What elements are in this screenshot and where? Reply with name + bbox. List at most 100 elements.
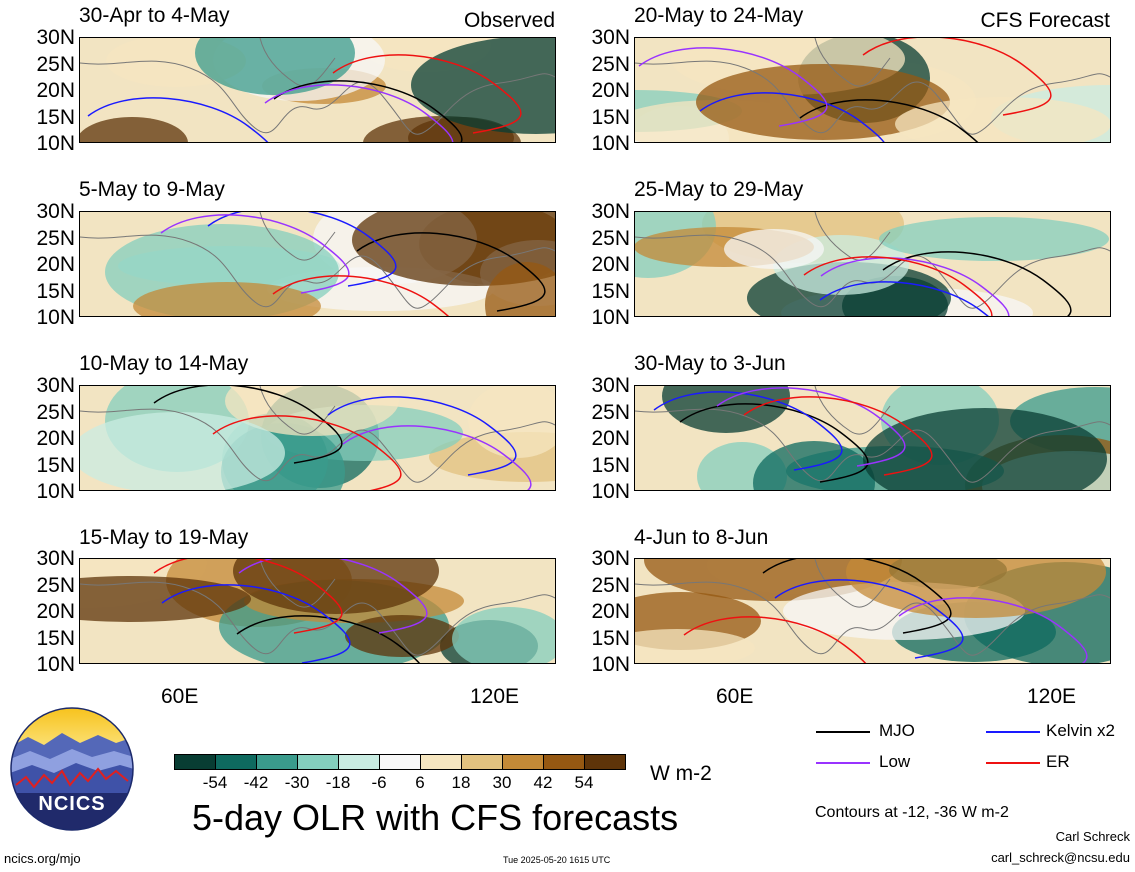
lat-label: 30N	[591, 374, 630, 397]
lat-label: 20N	[36, 79, 75, 102]
ncics-logo: NCICS	[10, 707, 134, 831]
lon-label-120e-right: 120E	[1027, 685, 1077, 708]
panel-title: 30-Apr to 4-May	[79, 4, 230, 27]
colorbar-tick-label: -6	[371, 773, 387, 792]
lat-label: 20N	[591, 600, 630, 623]
lat-label: 30N	[591, 26, 630, 49]
observed-tag: Observed	[463, 9, 555, 32]
lat-label: 20N	[36, 427, 75, 450]
olr-map-panel	[79, 385, 556, 491]
lat-label: 15N	[36, 453, 75, 477]
lat-label: 15N	[36, 279, 75, 303]
panel-title: 10-May to 14-May	[79, 352, 249, 375]
lat-label: 15N	[36, 626, 75, 650]
legend-label-er: ER	[1046, 752, 1070, 771]
lat-label: 30N	[36, 26, 75, 49]
panel-title: 20-May to 24-May	[634, 4, 804, 27]
colorbar-segment	[215, 754, 257, 770]
colorbar-segment	[543, 754, 585, 770]
lat-label: 15N	[591, 626, 630, 650]
colorbar-tick-label: -42	[243, 773, 269, 792]
footer-timestamp: Tue 2025-05-20 1615 UTC	[503, 855, 611, 865]
panel-title: 30-May to 3-Jun	[634, 352, 786, 375]
colorbar-tick-label: 54	[574, 773, 594, 792]
lat-label: 25N	[36, 226, 75, 250]
colorbar-segment	[174, 754, 216, 770]
lat-label: 20N	[36, 600, 75, 623]
colorbar-segment	[338, 754, 380, 770]
colorbar-segment	[256, 754, 298, 770]
lat-label: 20N	[36, 253, 75, 276]
panel-title: 4-Jun to 8-Jun	[634, 526, 769, 549]
colorbar-segment	[379, 754, 421, 770]
lat-label: 10N	[36, 653, 75, 676]
main-title: 5-day OLR with CFS forecasts	[192, 797, 679, 838]
colorbar-tick-label: -54	[202, 773, 228, 792]
olr-map-panel	[79, 37, 556, 143]
lat-label: 25N	[36, 400, 75, 424]
lat-label: 25N	[591, 573, 630, 597]
lon-label-60e-left: 60E	[161, 685, 199, 708]
colorbar-tick-label: 6	[415, 773, 425, 792]
colorbar-segment	[420, 754, 462, 770]
colorbar-tick-label: 42	[533, 773, 553, 792]
lat-label: 10N	[591, 653, 630, 676]
colorbar-segment	[584, 754, 626, 770]
legend-line-low	[816, 762, 870, 764]
lat-label: 25N	[36, 52, 75, 76]
olr-map-panel	[634, 385, 1111, 491]
lat-label: 20N	[591, 79, 630, 102]
lat-label: 30N	[36, 200, 75, 223]
colorbar-tick-label: -18	[325, 773, 351, 792]
lat-label: 10N	[36, 480, 75, 503]
lat-label: 10N	[36, 306, 75, 329]
lat-label: 25N	[591, 226, 630, 250]
lat-label: 25N	[36, 573, 75, 597]
lat-label: 30N	[36, 374, 75, 397]
lat-label: 30N	[36, 547, 75, 570]
legend-label-mjo: MJO	[879, 721, 915, 740]
colorbar-segment	[461, 754, 503, 770]
lat-label: 25N	[591, 52, 630, 76]
olr-map-panel	[634, 211, 1111, 317]
legend-line-er	[986, 762, 1040, 764]
lat-label: 15N	[591, 279, 630, 303]
lat-label: 10N	[591, 306, 630, 329]
colorbar-tick-label: 30	[492, 773, 512, 792]
footer-email: carl_schreck@ncsu.edu	[991, 850, 1130, 865]
olr-map-panel	[634, 37, 1111, 143]
legend-label-kelvin: Kelvin x2	[1046, 721, 1115, 740]
colorbar-tick-label: -30	[284, 773, 310, 792]
forecast-tag: CFS Forecast	[980, 9, 1110, 32]
panel-title: 25-May to 29-May	[634, 178, 804, 201]
lat-label: 15N	[591, 105, 630, 129]
olr-map-panel	[79, 558, 556, 664]
colorbar-units: W m-2	[650, 762, 712, 785]
lat-label: 25N	[591, 400, 630, 424]
lat-label: 15N	[591, 453, 630, 477]
panel-title: 15-May to 19-May	[79, 526, 249, 549]
panel-title: 5-May to 9-May	[79, 178, 225, 201]
legend-line-mjo	[816, 731, 870, 733]
lat-label: 15N	[36, 105, 75, 129]
colorbar-segment	[502, 754, 544, 770]
lat-label: 10N	[36, 132, 75, 155]
footer-url: ncics.org/mjo	[4, 851, 81, 866]
logo-text: NCICS	[38, 793, 106, 815]
colorbar-tick-label: 18	[451, 773, 471, 792]
footer-author: Carl Schreck	[1055, 829, 1130, 844]
lat-label: 30N	[591, 200, 630, 223]
lat-label: 10N	[591, 480, 630, 503]
lat-label: 10N	[591, 132, 630, 155]
lon-label-60e-right: 60E	[716, 685, 754, 708]
colorbar-segment	[297, 754, 339, 770]
lat-label: 20N	[591, 253, 630, 276]
lon-label-120e-left: 120E	[470, 685, 520, 708]
contours-note: Contours at -12, -36 W m-2	[815, 804, 1009, 821]
olr-map-panel	[634, 558, 1111, 664]
legend-line-kelvin	[986, 731, 1040, 733]
lat-label: 30N	[591, 547, 630, 570]
olr-map-panel	[79, 211, 556, 317]
legend-label-low: Low	[879, 752, 911, 771]
lat-label: 20N	[591, 427, 630, 450]
